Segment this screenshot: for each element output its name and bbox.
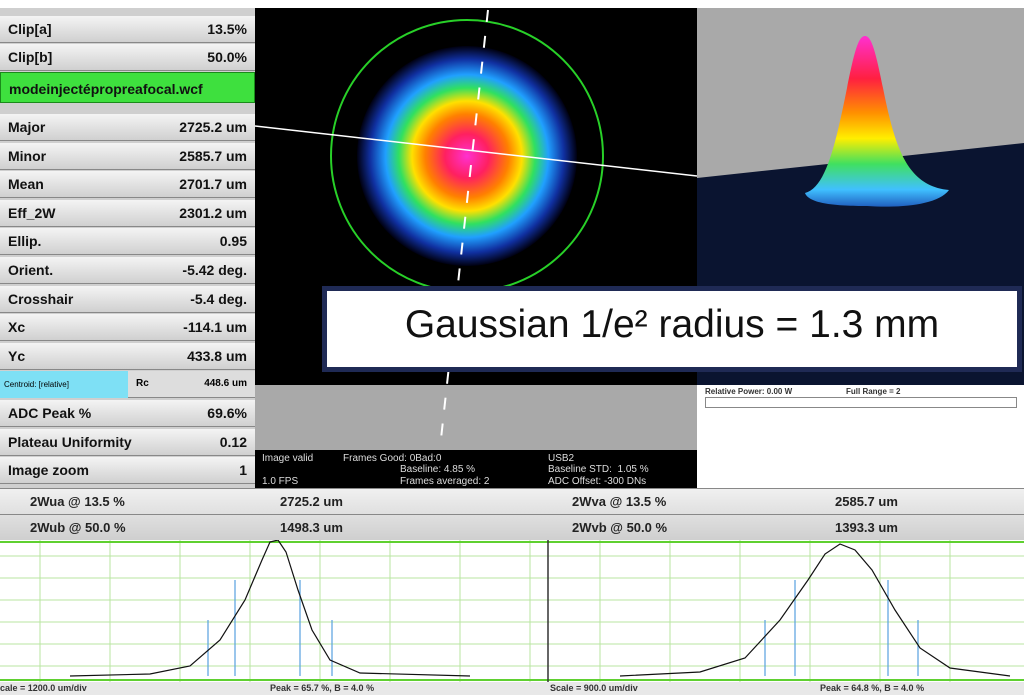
status-text: Baseline STD: 1.05 % [548, 464, 649, 475]
beam-image [255, 8, 697, 450]
measure-row: Xc -114.1 um [0, 314, 255, 341]
centroid-value: 448.6 um [204, 378, 247, 389]
row-label: Xc [8, 319, 25, 335]
row-value: 2301.2 um [179, 205, 247, 221]
status-text: Baseline: 4.85 % [400, 464, 475, 475]
width-label: 2Wva @ 13.5 % [572, 494, 666, 509]
width-label: 2Wua @ 13.5 % [30, 494, 125, 509]
row-label: Clip[b] [8, 49, 52, 65]
peak-label: Peak = 65.7 %, B = 4.0 % [270, 683, 374, 693]
status-text: Image valid [262, 453, 313, 464]
row-label: Eff_2W [8, 205, 55, 221]
row-value: -5.42 deg. [182, 262, 247, 278]
width-label: 2Wvb @ 50.0 % [572, 520, 667, 535]
row-value: -114.1 um [183, 319, 247, 335]
row-label: Major [8, 119, 45, 135]
width-label: 2Wub @ 50.0 % [30, 520, 126, 535]
row-label: Clip[a] [8, 21, 52, 37]
measure-row: Mean 2701.7 um [0, 171, 255, 198]
clip-row: Clip[a] 13.5% [0, 16, 255, 43]
measure-row: Eff_2W 2301.2 um [0, 200, 255, 227]
measure-row: Crosshair -5.4 deg. [0, 286, 255, 313]
width-value: 1498.3 um [280, 520, 343, 535]
row-label: Minor [8, 148, 46, 164]
width-value: 1393.3 um [835, 520, 898, 535]
width-value: 2725.2 um [280, 494, 343, 509]
row-label: Image zoom [8, 462, 89, 478]
centroid-name: Rc [136, 378, 149, 389]
status-text: Frames Good: 0Bad:0 [343, 453, 441, 464]
status-text: ADC Offset: -300 DNs [548, 476, 646, 487]
row-label: Crosshair [8, 291, 73, 307]
relative-power: Relative Power: 0.00 W [705, 387, 792, 396]
profiles [0, 540, 1024, 695]
filename: modeinjectépropreafocal.wcf [0, 72, 255, 103]
scale-label: cale = 1200.0 um/div [0, 683, 87, 693]
width-value: 2585.7 um [835, 494, 898, 509]
measure-row: Image zoom 1 [0, 457, 255, 484]
measure-row: Orient. -5.42 deg. [0, 257, 255, 284]
scale-label: Scale = 900.0 um/div [550, 683, 638, 693]
power-bar [705, 397, 1017, 408]
row-value: 0.95 [220, 233, 247, 249]
row-label: Plateau Uniformity [8, 434, 132, 450]
row-value: -5.4 deg. [190, 291, 247, 307]
divider [0, 514, 1024, 515]
row-label: Yc [8, 348, 25, 364]
centroid-label: Centroid: [relative] [0, 371, 128, 398]
measure-row: ADC Peak % 69.6% [0, 400, 255, 427]
row-value: 50.0% [207, 49, 247, 65]
beam-spot [357, 46, 577, 266]
row-value: 69.6% [207, 405, 247, 421]
measure-row: Plateau Uniformity 0.12 [0, 429, 255, 456]
annotation: Gaussian 1/e² radius = 1.3 mm [327, 303, 1017, 347]
image-gray [255, 385, 697, 450]
row-label: Orient. [8, 262, 53, 278]
row-value: 13.5% [207, 21, 247, 37]
full-range: Full Range = 2 [846, 387, 900, 396]
row-value: 2725.2 um [179, 119, 247, 135]
row-value: 2701.7 um [179, 176, 247, 192]
row-value: 2585.7 um [179, 148, 247, 164]
measure-row: Ellip. 0.95 [0, 228, 255, 255]
row-value: 433.8 um [187, 348, 247, 364]
measure-row: Yc 433.8 um [0, 343, 255, 370]
measure-row: Major 2725.2 um [0, 114, 255, 141]
measure-row: Minor 2585.7 um [0, 143, 255, 170]
page: (() => { const data = JSON.parse(documen… [0, 0, 1024, 695]
status-text: USB2 [548, 453, 574, 464]
row-label: Ellip. [8, 233, 41, 249]
plot-bg [0, 540, 1024, 682]
status-text: 1.0 FPS [262, 476, 298, 487]
row-value: 1 [239, 462, 247, 478]
row-label: Mean [8, 176, 44, 192]
centroid-row: Centroid: [relative] Rc 448.6 um [0, 371, 255, 398]
row-value: 0.12 [220, 434, 247, 450]
row-label: ADC Peak % [8, 405, 91, 421]
clip-row: Clip[b] 50.0% [0, 44, 255, 71]
status-text: Frames averaged: 2 [400, 476, 490, 487]
peak-label: Peak = 64.8 %, B = 4.0 % [820, 683, 924, 693]
power-panel [697, 385, 1024, 488]
